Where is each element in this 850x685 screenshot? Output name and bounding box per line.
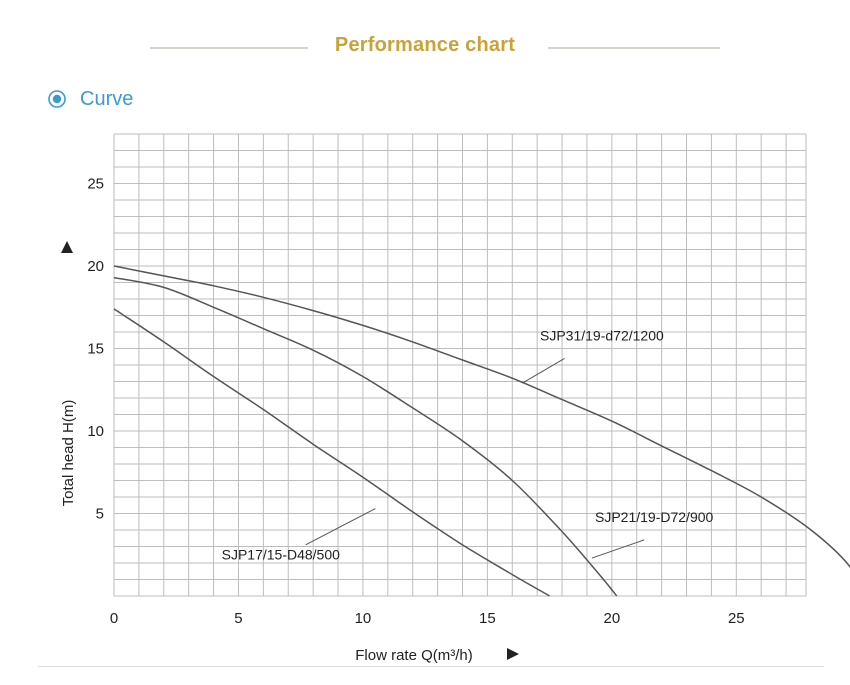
series-line [113, 308, 550, 597]
bottom-divider [38, 666, 824, 667]
y-tick-label: 15 [87, 341, 104, 358]
header-divider-left [150, 47, 308, 49]
x-tick-label: 10 [355, 610, 372, 627]
series-line [113, 265, 850, 569]
y-axis-arrow-icon [61, 241, 73, 253]
x-tick-label: 0 [110, 610, 118, 627]
series-leader-line [305, 508, 376, 546]
series-label: SJP21/19-D72/900 [595, 509, 714, 525]
page-title: Performance chart [334, 34, 516, 56]
y-tick-label: 5 [96, 506, 104, 523]
x-tick-label: 25 [728, 610, 745, 627]
series-leader-line [521, 357, 565, 384]
header-divider-right [548, 47, 720, 49]
chart-header: Performance chart [0, 30, 850, 64]
y-tick-label: 25 [87, 176, 104, 193]
x-tick-label: 5 [234, 610, 242, 627]
series-leader-line [591, 539, 645, 559]
curve-leader-lines [305, 357, 645, 559]
target-circle-icon [48, 90, 66, 108]
performance-chart: 051015202530510152025 SJP17/15-D48/500SJ… [60, 133, 850, 664]
chart-grid [113, 133, 807, 597]
x-tick-label: 15 [479, 610, 496, 627]
series-line [113, 276, 618, 597]
x-axis-label: Flow rate Q(m³/h) [355, 647, 473, 664]
x-tick-label: 20 [603, 610, 620, 627]
chart-curves [113, 265, 850, 597]
series-label: SJP17/15-D48/500 [222, 547, 341, 563]
y-tick-label: 20 [87, 258, 104, 275]
section-heading: Curve [48, 86, 133, 112]
series-label: SJP31/19-d72/1200 [540, 327, 664, 343]
series-labels: SJP17/15-D48/500 SJP21/19-D72/900 SJP31/19… [222, 327, 714, 562]
x-axis-arrow-icon [507, 648, 519, 660]
y-tick-label: 10 [87, 423, 104, 440]
tick-labels: 051015202530510152025 [87, 176, 745, 628]
y-axis-label: Total head H(m) [60, 400, 77, 507]
section-label: Curve [80, 87, 134, 110]
